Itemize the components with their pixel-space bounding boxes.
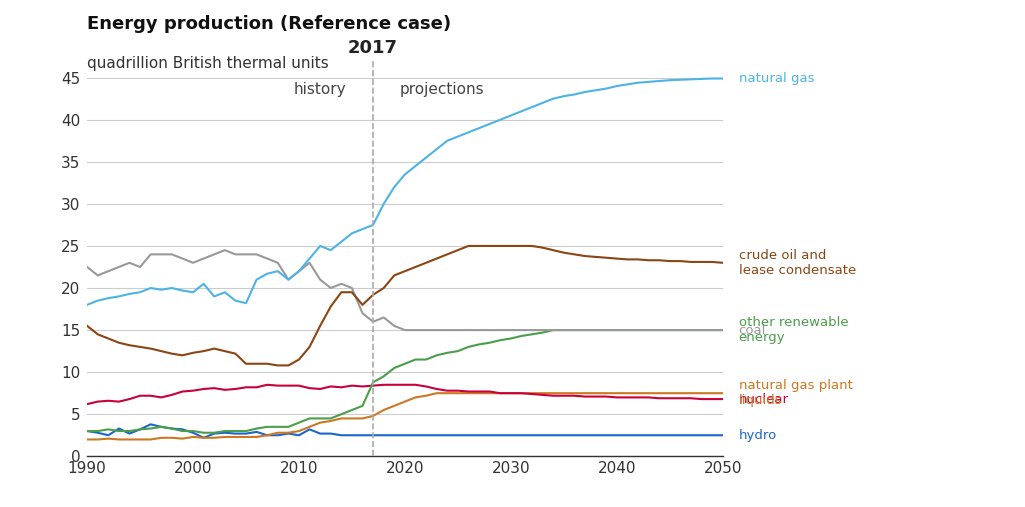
Text: natural gas: natural gas <box>739 72 814 85</box>
Text: nuclear: nuclear <box>739 392 788 406</box>
Text: crude oil and
lease condensate: crude oil and lease condensate <box>739 249 856 277</box>
Text: natural gas plant
liquids: natural gas plant liquids <box>739 379 853 407</box>
Text: hydro: hydro <box>739 429 777 442</box>
Text: coal: coal <box>739 323 766 337</box>
Text: 2017: 2017 <box>348 39 398 57</box>
Text: other renewable
energy: other renewable energy <box>739 316 848 344</box>
Text: projections: projections <box>400 82 484 97</box>
Text: Energy production (Reference case): Energy production (Reference case) <box>87 15 451 33</box>
Text: quadrillion British thermal units: quadrillion British thermal units <box>87 56 329 71</box>
Text: history: history <box>294 82 346 97</box>
